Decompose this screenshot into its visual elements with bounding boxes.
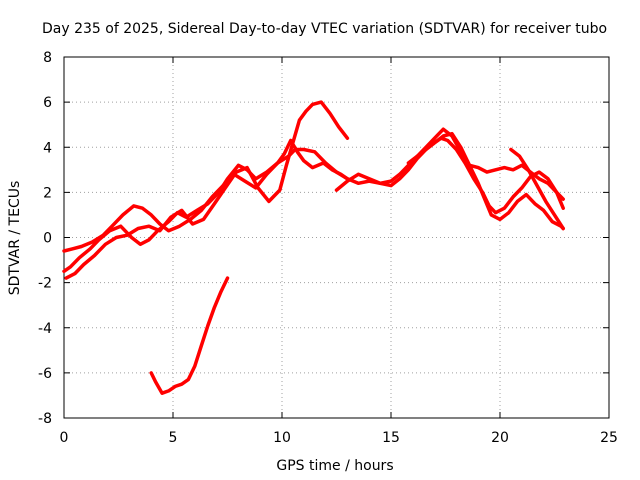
y-tick-label: 6 <box>43 95 52 111</box>
y-tick-label: 8 <box>43 50 52 66</box>
y-tick-label: 0 <box>43 231 52 247</box>
series-track-1 <box>62 127 565 274</box>
x-tick-label: 25 <box>600 430 618 446</box>
series-track-7 <box>509 147 565 231</box>
x-tick-label: 15 <box>382 430 400 446</box>
y-tick-label: 4 <box>43 140 52 156</box>
y-tick-label: -4 <box>38 321 52 337</box>
series <box>62 100 565 395</box>
series-track-2 <box>62 138 350 253</box>
series-track-5 <box>334 136 565 215</box>
y-tick-label: 2 <box>43 185 52 201</box>
chart-title: Day 235 of 2025, Sidereal Day-to-day VTE… <box>42 21 607 37</box>
x-tick-label: 20 <box>491 430 509 446</box>
y-tick-label: -6 <box>38 366 52 382</box>
y-tick-label: -2 <box>38 276 52 292</box>
series-track-3 <box>64 100 350 280</box>
series-track-6 <box>406 131 565 231</box>
ticks <box>63 56 610 419</box>
y-axis-label: SDTVAR / TECUs <box>7 181 23 296</box>
x-axis-label: GPS time / hours <box>276 458 393 474</box>
grid <box>64 57 609 418</box>
y-tick-label: -8 <box>38 411 52 427</box>
x-tick-labels: 0 5 10 15 20 25 <box>60 430 618 446</box>
x-tick-label: 0 <box>60 430 69 446</box>
y-tick-labels: -8 -6 -4 -2 0 2 4 6 8 <box>38 50 52 427</box>
series-track-4 <box>149 276 230 395</box>
x-tick-label: 10 <box>273 430 291 446</box>
x-tick-label: 5 <box>169 430 178 446</box>
